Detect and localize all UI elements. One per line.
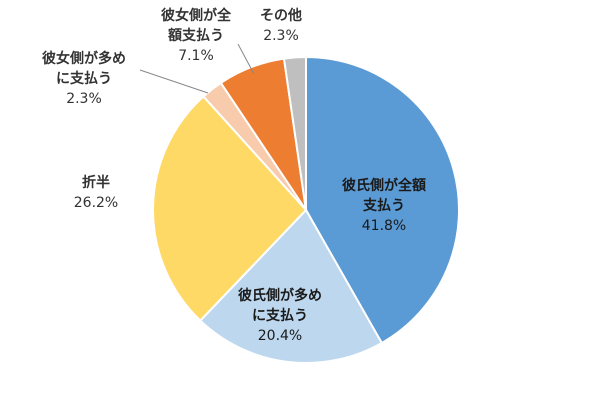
pie-label-line: 支払う	[362, 197, 405, 214]
pie-value-label: 41.8%	[362, 218, 406, 234]
pie-label-line: 折半	[82, 174, 110, 191]
pie-labels: 彼氏側が全額支払う 41.8%彼氏側が多めに支払う 20.4%折半 26.2%彼女側が…	[42, 7, 426, 344]
pie-label-split-half: 折半 26.2%	[74, 174, 118, 211]
pie-value-label: 7.1%	[178, 48, 214, 64]
pie-slice-split-half	[152, 95, 308, 323]
pie-value-label: 2.3%	[66, 91, 102, 107]
pie-label-line: に支払う	[252, 307, 308, 324]
leader-lines	[139, 43, 255, 94]
pie-label-boyfriend-more: 彼氏側が多めに支払う 20.4%	[238, 287, 322, 344]
pie-slice-other	[282, 55, 307, 211]
pie-label-other: その他 2.3%	[260, 7, 302, 44]
leader-line-girlfriend-full	[237, 43, 255, 75]
pie-label-line: 彼女側が全	[161, 7, 232, 24]
pie-label-line: 彼女側が多め	[42, 50, 126, 67]
pie-slice-boyfriend-more	[198, 208, 384, 364]
pie-label-girlfriend-full: 彼女側が全額支払う 7.1%	[161, 7, 232, 64]
pie-value-label: 26.2%	[74, 195, 118, 211]
pie-label-boyfriend-full: 彼氏側が全額支払う 41.8%	[342, 177, 426, 234]
pie-value-label: 2.3%	[263, 28, 299, 44]
pie-label-girlfriend-more: 彼女側が多めに支払う 2.3%	[42, 50, 126, 107]
pie-label-line: 彼氏側が全額	[342, 177, 426, 194]
pie-value-label: 20.4%	[258, 328, 302, 344]
pie-label-line: 彼氏側が多め	[238, 287, 322, 304]
pie-label-line: 額支払う	[167, 27, 224, 44]
pie-label-line: に支払う	[56, 70, 112, 87]
leader-line-girlfriend-more	[139, 69, 209, 94]
pie-slice-boyfriend-full	[305, 55, 460, 345]
pie-slices	[152, 55, 460, 364]
pie-label-line: その他	[260, 7, 302, 24]
